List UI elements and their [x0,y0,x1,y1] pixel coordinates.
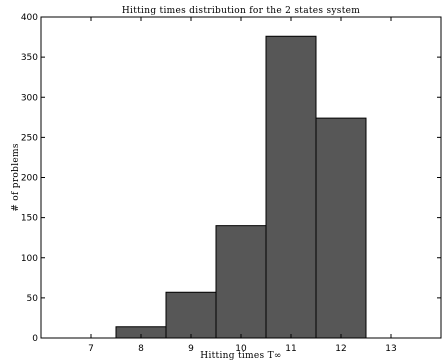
bar-9 [165,291,217,339]
y-tick-label: 100 [21,254,38,264]
chart-title: Hitting times distribution for the 2 sta… [122,6,360,16]
y-tick-label: 300 [21,93,38,103]
x-tick-label: 7 [88,344,94,354]
y-tick-label: 350 [21,53,38,63]
y-axis-ticks: 0 50 100 150 200 250 300 350 400 [21,13,441,344]
bar-10 [215,225,267,339]
x-tick-label: 13 [385,344,396,354]
bar-12 [315,117,367,339]
y-tick-label: 50 [27,294,39,304]
x-axis-label: Hitting times T∞ [200,351,281,361]
y-tick-label: 150 [21,214,38,224]
y-axis-label: # of problems [11,143,21,212]
x-tick-label: 10 [235,344,247,354]
x-axis-ticks: 7 8 9 10 11 12 13 [88,17,397,354]
y-tick-label: 250 [21,133,38,143]
x-tick-label: 11 [285,344,296,354]
x-tick-label: 8 [138,344,144,354]
y-tick-label: 200 [21,174,38,184]
bar-11 [265,35,317,339]
y-tick-label: 400 [21,13,38,23]
x-tick-label: 12 [335,344,346,354]
x-tick-label: 9 [188,344,194,354]
bars-group [115,35,367,339]
y-tick-label: 0 [32,334,38,344]
